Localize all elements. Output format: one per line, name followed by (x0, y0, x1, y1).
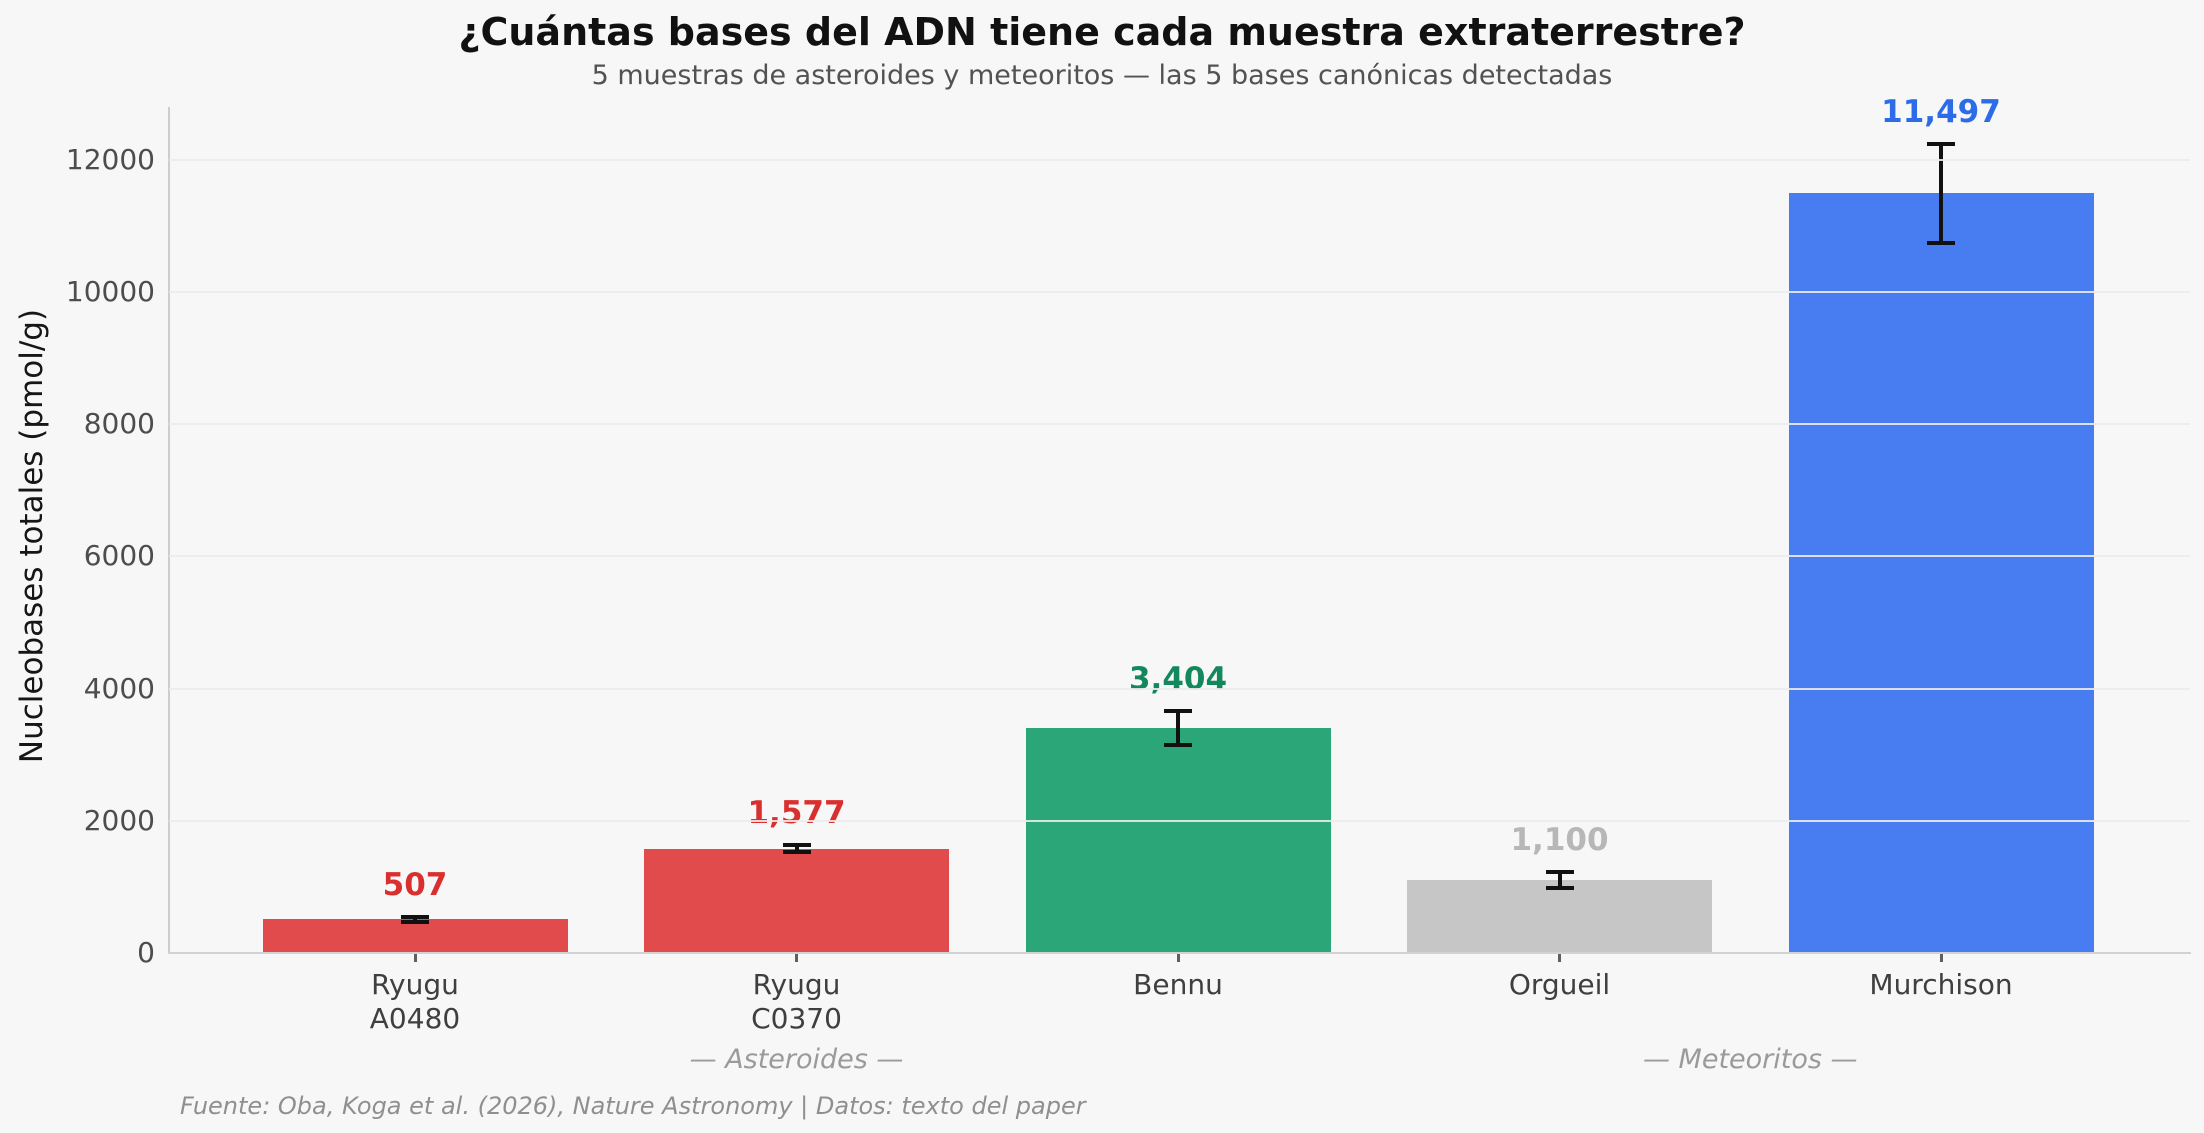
error-bar-line (794, 845, 799, 853)
y-tick-label: 0 (137, 936, 155, 969)
x-tick-label: Orgueil (1508, 968, 1611, 1001)
x-tick (1558, 953, 1561, 962)
gridline (169, 687, 2190, 690)
group-label-asteroides: — Asteroides — (689, 1044, 904, 1075)
bar-ryugu-c0370 (644, 848, 949, 953)
error-bar-line (1557, 872, 1562, 889)
bar-value-label: 3,404 (1128, 661, 1228, 698)
x-axis-spine (168, 952, 2191, 954)
gridline (169, 291, 2190, 294)
y-tick-label: 4000 (83, 671, 155, 705)
error-bar-line (1939, 143, 1943, 243)
source-note: Fuente: Oba, Koga et al. (2026), Nature … (180, 1092, 1086, 1120)
bar-murchison (1788, 193, 2094, 953)
bar-value-label: 1,577 (747, 795, 846, 832)
x-tick-label: Murchison (1869, 968, 2013, 1001)
gridline (169, 423, 2190, 426)
error-bar-cap-top (401, 915, 429, 920)
gridline (169, 158, 2190, 161)
x-tick (1176, 953, 1180, 962)
y-tick-label: 8000 (83, 407, 155, 441)
x-tick (413, 953, 417, 962)
x-tick-label: Ryugu A0480 (369, 968, 461, 1035)
page-title: ¿Cuántas bases del ADN tiene cada muestr… (458, 10, 1746, 54)
error-bar-cap-bottom (1927, 240, 1955, 245)
error-bar-cap-top (1927, 141, 1955, 146)
y-tick-label: 10000 (65, 275, 155, 309)
bar-value-label: 11,497 (1881, 93, 2001, 130)
x-tick (795, 953, 798, 962)
y-tick-label: 12000 (65, 142, 155, 176)
y-axis-spine (168, 107, 170, 953)
group-label-meteoritos: — Meteoritos — (1642, 1044, 1858, 1075)
error-bar-cap-bottom (1164, 742, 1192, 747)
error-bar-cap-bottom (782, 850, 811, 855)
bar-bennu (1025, 728, 1331, 953)
error-bar-cap-top (782, 843, 811, 848)
bar-orgueil (1407, 880, 1712, 953)
bar-value-label: 507 (382, 867, 448, 904)
error-bar-cap-bottom (401, 919, 429, 924)
y-tick-label: 6000 (83, 539, 155, 573)
bar-ryugu-a0480 (262, 919, 568, 953)
chart-subtitle: 5 muestras de asteroides y meteoritos — … (591, 60, 1613, 91)
error-bar-cap-top (1545, 870, 1574, 875)
gridline (169, 819, 2190, 822)
x-tick-label: Ryugu C0370 (751, 968, 842, 1035)
x-tick-label: Bennu (1133, 968, 1223, 1001)
x-tick (1939, 953, 1943, 962)
error-bar-line (1176, 711, 1180, 745)
error-bar-cap-top (1164, 709, 1192, 714)
error-bar-cap-bottom (1545, 886, 1574, 891)
bar-value-label: 1,100 (1510, 822, 1609, 859)
error-bar-line (413, 917, 417, 922)
gridline (169, 555, 2190, 558)
y-tick-label: 2000 (83, 803, 155, 837)
